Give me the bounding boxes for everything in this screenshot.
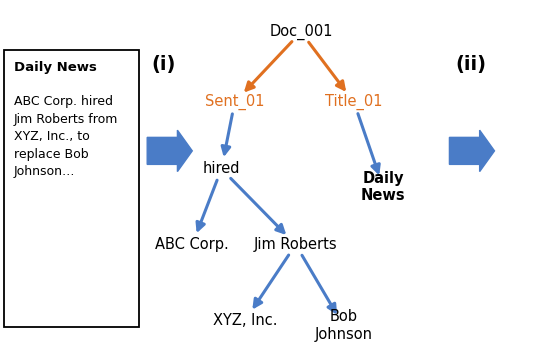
FancyBboxPatch shape — [4, 50, 139, 327]
Text: ABC Corp.: ABC Corp. — [156, 237, 229, 252]
FancyArrow shape — [147, 130, 192, 172]
Text: Title_01: Title_01 — [325, 94, 383, 110]
Text: Doc_001: Doc_001 — [269, 24, 333, 40]
Text: Bob
Johnson: Bob Johnson — [314, 309, 373, 342]
FancyArrow shape — [449, 130, 495, 172]
Text: Daily News: Daily News — [13, 61, 96, 74]
Text: (ii): (ii) — [455, 55, 486, 74]
Text: hired: hired — [203, 162, 240, 176]
Text: XYZ, Inc.: XYZ, Inc. — [213, 313, 278, 328]
Text: Daily
News: Daily News — [361, 171, 406, 203]
Text: ABC Corp. hired
Jim Roberts from
XYZ, Inc., to
replace Bob
Johnson…: ABC Corp. hired Jim Roberts from XYZ, In… — [13, 95, 118, 178]
Text: (i): (i) — [151, 55, 175, 74]
Text: Sent_01: Sent_01 — [205, 94, 264, 110]
Text: Jim Roberts: Jim Roberts — [254, 237, 337, 252]
